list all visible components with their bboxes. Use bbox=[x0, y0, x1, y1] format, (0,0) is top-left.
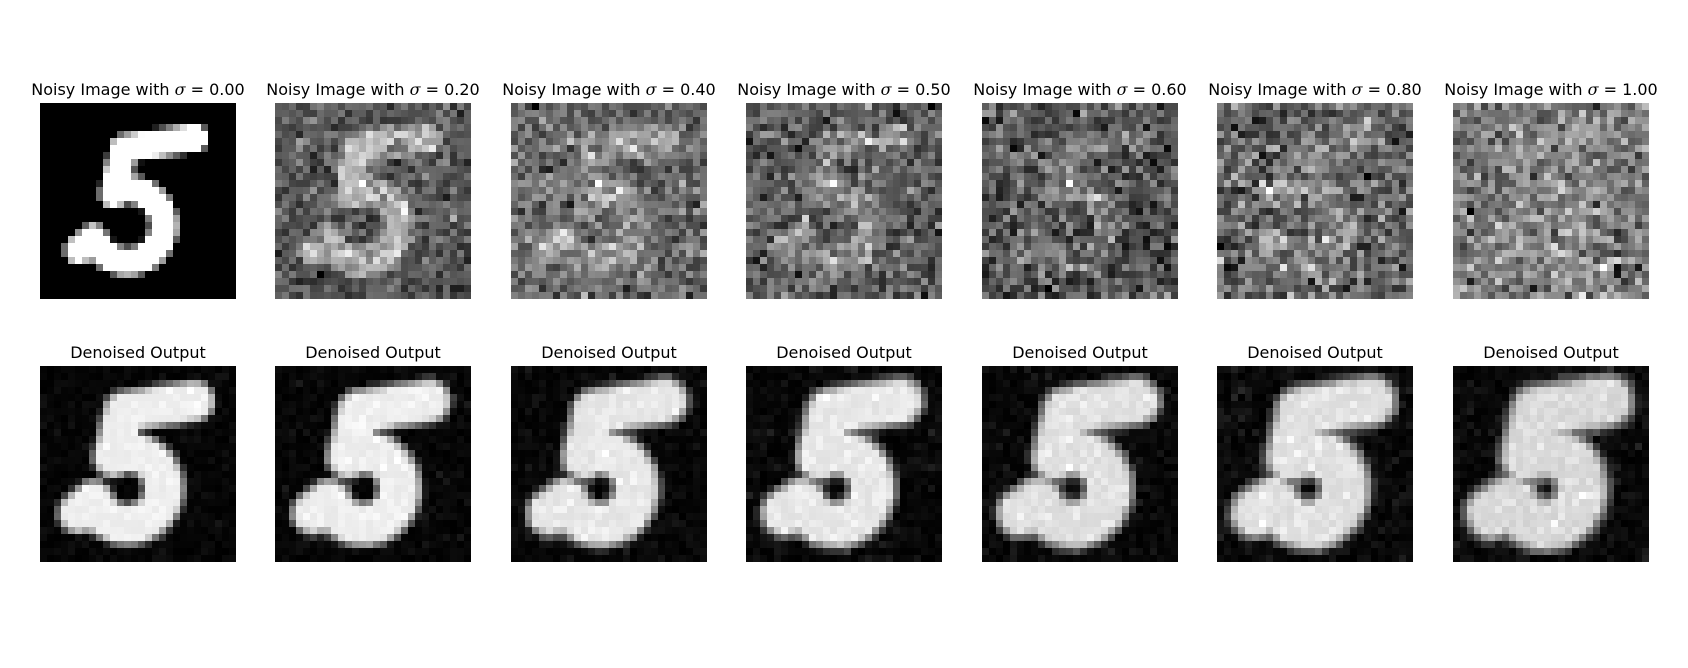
noisy-panel-title: Noisy Image with σ = 0.80 bbox=[1208, 80, 1422, 99]
noisy-panel-title: Noisy Image with σ = 1.00 bbox=[1444, 80, 1658, 99]
noisy-image bbox=[746, 103, 942, 299]
denoised-image bbox=[40, 366, 236, 562]
sigma-symbol: σ bbox=[1351, 80, 1363, 99]
sigma-symbol: σ bbox=[645, 80, 657, 99]
noisy-panel-title: Noisy Image with σ = 0.20 bbox=[266, 80, 480, 99]
noisy-image bbox=[982, 103, 1178, 299]
denoised-panel-title: Denoised Output bbox=[70, 343, 206, 362]
denoised-image bbox=[1217, 366, 1413, 562]
noisy-image bbox=[511, 103, 707, 299]
denoised-image bbox=[511, 366, 707, 562]
noisy-panel-title: Noisy Image with σ = 0.60 bbox=[973, 80, 1187, 99]
noisy-panel-title: Noisy Image with σ = 0.50 bbox=[737, 80, 951, 99]
sigma-symbol: σ bbox=[174, 80, 186, 99]
noisy-panel-title: Noisy Image with σ = 0.40 bbox=[502, 80, 716, 99]
denoised-image bbox=[1453, 366, 1649, 562]
noisy-panel-title: Noisy Image with σ = 0.00 bbox=[31, 80, 245, 99]
noisy-image bbox=[1453, 103, 1649, 299]
denoised-panel-title: Denoised Output bbox=[1247, 343, 1383, 362]
sigma-symbol: σ bbox=[880, 80, 892, 99]
denoised-panel-title: Denoised Output bbox=[541, 343, 677, 362]
sigma-symbol: σ bbox=[409, 80, 421, 99]
denoised-panel-title: Denoised Output bbox=[305, 343, 441, 362]
sigma-symbol: σ bbox=[1587, 80, 1599, 99]
denoised-panel-title: Denoised Output bbox=[1012, 343, 1148, 362]
sigma-symbol: σ bbox=[1116, 80, 1128, 99]
denoised-image bbox=[746, 366, 942, 562]
denoised-panel-title: Denoised Output bbox=[1483, 343, 1619, 362]
denoised-image bbox=[982, 366, 1178, 562]
denoised-image bbox=[275, 366, 471, 562]
noisy-image bbox=[40, 103, 236, 299]
denoised-panel-title: Denoised Output bbox=[776, 343, 912, 362]
noisy-image bbox=[275, 103, 471, 299]
noisy-image bbox=[1217, 103, 1413, 299]
